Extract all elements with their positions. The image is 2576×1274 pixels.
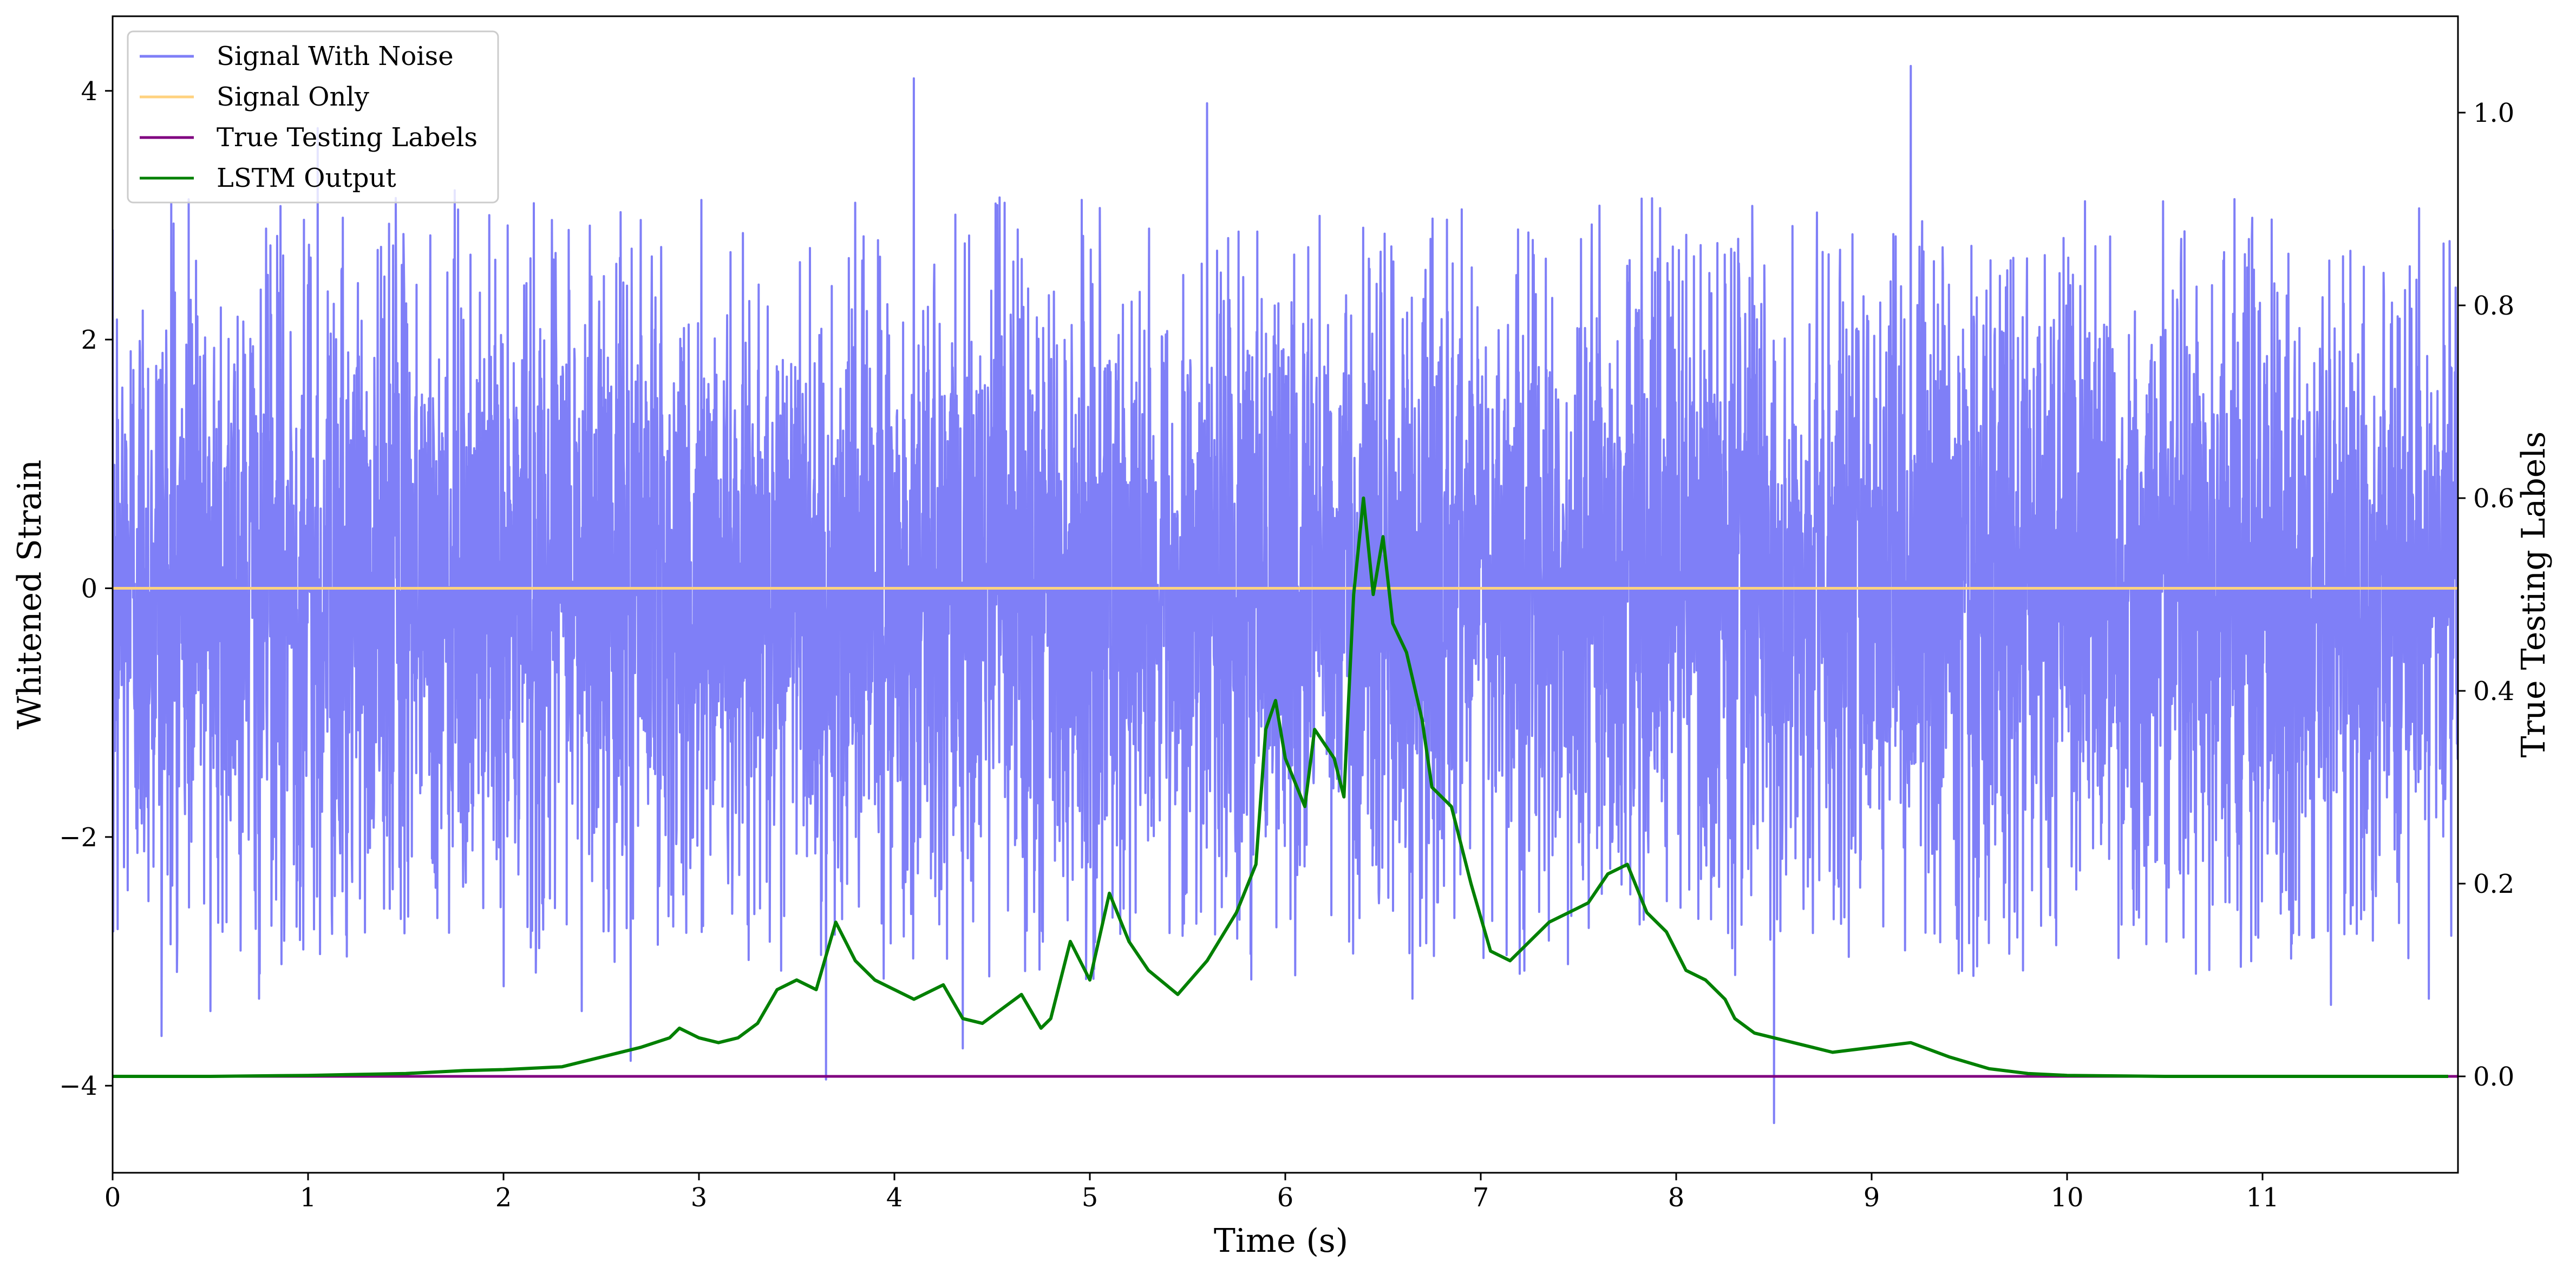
x-tick-label: 7: [1473, 1182, 1489, 1213]
y-axis-right-title: True Testing Labels: [2515, 432, 2553, 758]
y-left-tick-label: −2: [59, 822, 97, 853]
y-right-tick-label: 0.4: [2473, 676, 2514, 707]
x-tick-label: 11: [2246, 1182, 2279, 1213]
x-axis-title: Time (s): [1214, 1222, 1348, 1260]
y-left-tick-label: −4: [59, 1071, 97, 1101]
y-left-tick-label: 0: [81, 574, 97, 604]
y-axis-right: 0.0 0.2 0.4 0.6 0.8 1.0: [2458, 98, 2514, 1092]
y-right-tick-label: 0.2: [2473, 869, 2514, 899]
x-tick-label: 1: [300, 1182, 317, 1213]
y-right-tick-label: 0.0: [2473, 1062, 2514, 1092]
legend-label: LSTM Output: [217, 163, 396, 193]
x-tick-label: 4: [886, 1182, 903, 1213]
x-tick-label: 5: [1082, 1182, 1099, 1213]
x-tick-label: 0: [104, 1182, 121, 1213]
y-axis-left-title: Whitened Strain: [11, 460, 49, 729]
x-tick-label: 2: [495, 1182, 512, 1213]
y-right-tick-label: 1.0: [2473, 98, 2514, 128]
x-tick-label: 8: [1668, 1182, 1685, 1213]
y-right-tick-label: 0.6: [2473, 484, 2514, 514]
x-tick-label: 10: [2050, 1182, 2083, 1213]
series-signal-with-noise-line: [113, 64, 2458, 1125]
legend-box: [127, 30, 499, 204]
plot-area: [113, 64, 2458, 1125]
y-left-tick-label: 2: [81, 325, 97, 355]
y-axis-left: −4 −2 0 2 4: [59, 76, 113, 1101]
legend-label: True Testing Labels: [217, 122, 478, 153]
legend-label: Signal Only: [217, 82, 369, 112]
legend-label: Signal With Noise: [217, 41, 454, 71]
x-axis: 0 1 2 3 4 5 6 7 8 9 10 11: [104, 1173, 2279, 1213]
legend: Signal With Noise Signal Only True Testing…: [127, 30, 499, 204]
y-left-tick-label: 4: [81, 76, 97, 107]
x-tick-label: 3: [691, 1182, 708, 1213]
y-right-tick-label: 0.8: [2473, 291, 2514, 321]
x-tick-label: 9: [1864, 1182, 1880, 1213]
series-lstm-output-line: [113, 496, 2448, 1078]
x-tick-label: 6: [1277, 1182, 1294, 1213]
